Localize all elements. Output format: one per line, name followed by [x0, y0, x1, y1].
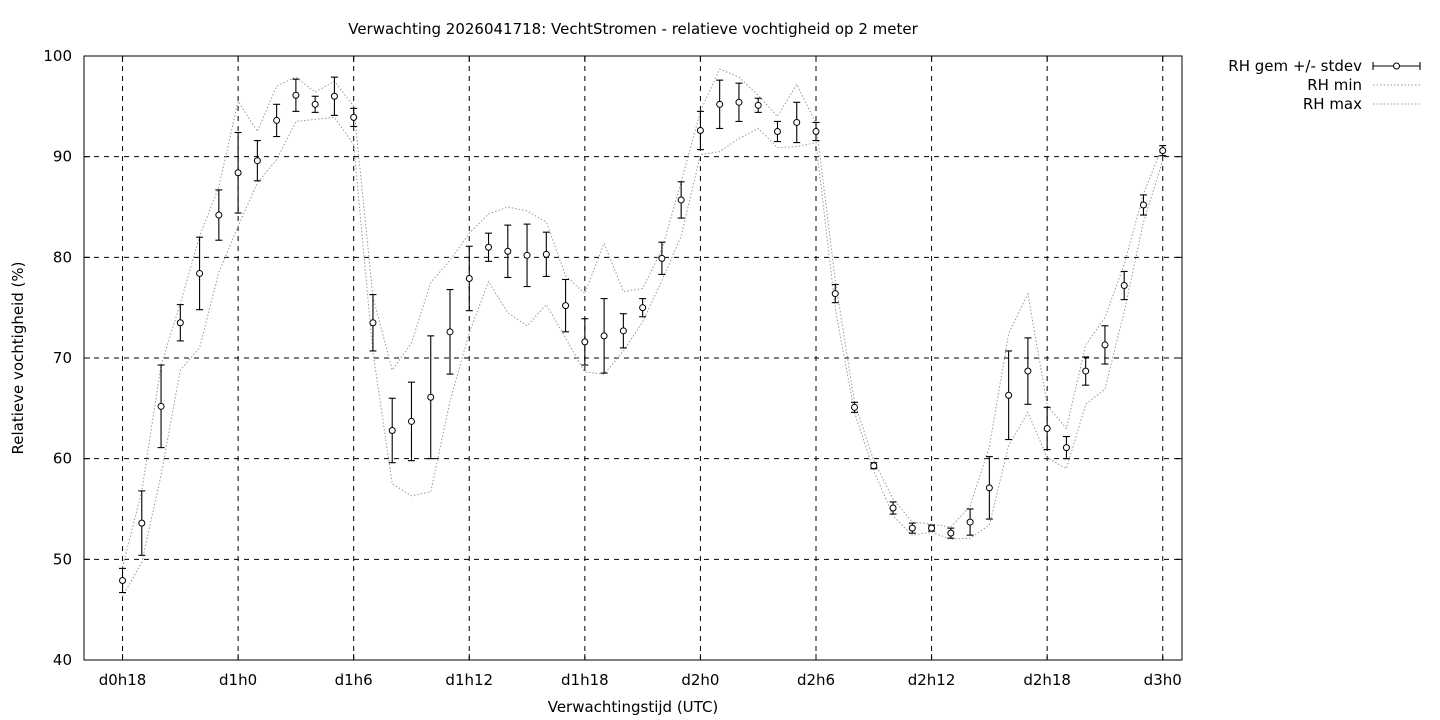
x-tick-label: d1h12: [445, 671, 493, 689]
mean-point: [407, 417, 415, 425]
mean-points: [119, 91, 1167, 584]
mean-point: [157, 402, 165, 410]
mean-point: [542, 250, 550, 258]
mean-point: [677, 196, 685, 204]
mean-point: [446, 328, 454, 336]
mean-point: [754, 101, 762, 109]
envelope-lines: [122, 68, 1164, 597]
mean-point: [119, 576, 127, 584]
mean-point: [215, 211, 223, 219]
mean-point: [523, 251, 531, 259]
mean-point: [773, 128, 781, 135]
mean-point: [1139, 201, 1147, 209]
mean-point: [696, 126, 704, 134]
mean-point: [812, 128, 820, 135]
axis-ticks: [84, 55, 1182, 661]
y-tick-label: 70: [53, 349, 72, 367]
y-tick-label: 90: [53, 148, 72, 166]
mean-point: [1062, 444, 1070, 452]
mean-point: [485, 243, 493, 251]
legend-label: RH gem +/- stdev: [1228, 57, 1362, 75]
mean-point: [1082, 367, 1090, 375]
mean-point: [330, 92, 338, 100]
x-tick-label: d1h18: [561, 671, 609, 689]
mean-point: [1159, 147, 1167, 155]
mean-point: [1101, 341, 1109, 349]
mean-point: [388, 426, 396, 434]
mean-point: [851, 403, 859, 411]
mean-point: [581, 338, 589, 346]
x-tick-label: d2h18: [1023, 671, 1071, 689]
mean-point: [1120, 282, 1128, 290]
mean-point: [465, 274, 473, 282]
mean-point: [562, 302, 570, 310]
grid: [84, 56, 1182, 660]
mean-point: [658, 254, 666, 262]
mean-point: [196, 269, 204, 277]
mean-point: [600, 332, 608, 340]
legend-label: RH min: [1307, 76, 1362, 94]
mean-point: [504, 247, 512, 255]
mean-point: [908, 524, 916, 532]
legend-label: RH max: [1303, 95, 1362, 113]
mean-point: [1043, 424, 1051, 432]
rh-min-line: [122, 116, 1164, 597]
y-tick-labels: 40 50 60 70 80 90 100: [43, 47, 72, 669]
mean-point: [639, 304, 647, 312]
x-tick-label: d1h0: [219, 671, 257, 689]
x-tick-label: d0h18: [99, 671, 147, 689]
x-tick-label: d1h6: [335, 671, 373, 689]
mean-point: [870, 462, 878, 470]
mean-point: [427, 393, 435, 401]
y-axis-label: Relatieve vochtigheid (%): [9, 261, 27, 454]
mean-point: [234, 169, 242, 177]
mean-point: [966, 518, 974, 526]
x-tick-label: d2h12: [908, 671, 956, 689]
mean-point: [619, 327, 627, 335]
mean-point: [1024, 367, 1032, 375]
mean-point: [735, 98, 743, 106]
mean-point: [831, 290, 839, 298]
chart-title: Verwachting 2026041718: VechtStromen - r…: [348, 20, 918, 38]
mean-point: [889, 504, 897, 512]
y-tick-label: 50: [53, 550, 72, 568]
mean-point: [985, 484, 993, 492]
x-tick-label: d2h6: [797, 671, 835, 689]
mean-point: [273, 116, 281, 124]
x-tick-label: d3h0: [1144, 671, 1182, 689]
y-tick-label: 40: [53, 651, 72, 669]
y-tick-label: 100: [43, 47, 72, 65]
mean-point: [350, 113, 358, 121]
rh-max-line: [122, 68, 1164, 568]
x-tick-label: d2h0: [681, 671, 719, 689]
mean-point: [369, 319, 377, 327]
mean-point: [1005, 391, 1013, 399]
error-bars: [119, 76, 1167, 594]
mean-point: [311, 100, 319, 108]
mean-point: [928, 524, 936, 532]
mean-point: [793, 118, 801, 126]
x-tick-labels: d0h18 d1h0 d1h6 d1h12 d1h18 d2h0 d2h6 d2h12 d2h1…: [99, 671, 1182, 689]
mean-point: [176, 319, 184, 327]
mean-point: [947, 529, 955, 537]
x-axis-label: Verwachtingstijd (UTC): [548, 698, 719, 716]
y-tick-label: 80: [53, 248, 72, 266]
mean-point: [292, 91, 300, 99]
legend-sample-point: [1393, 62, 1400, 70]
y-tick-label: 60: [53, 450, 72, 468]
mean-point: [138, 519, 146, 527]
mean-point: [253, 157, 261, 165]
mean-point: [716, 100, 724, 108]
